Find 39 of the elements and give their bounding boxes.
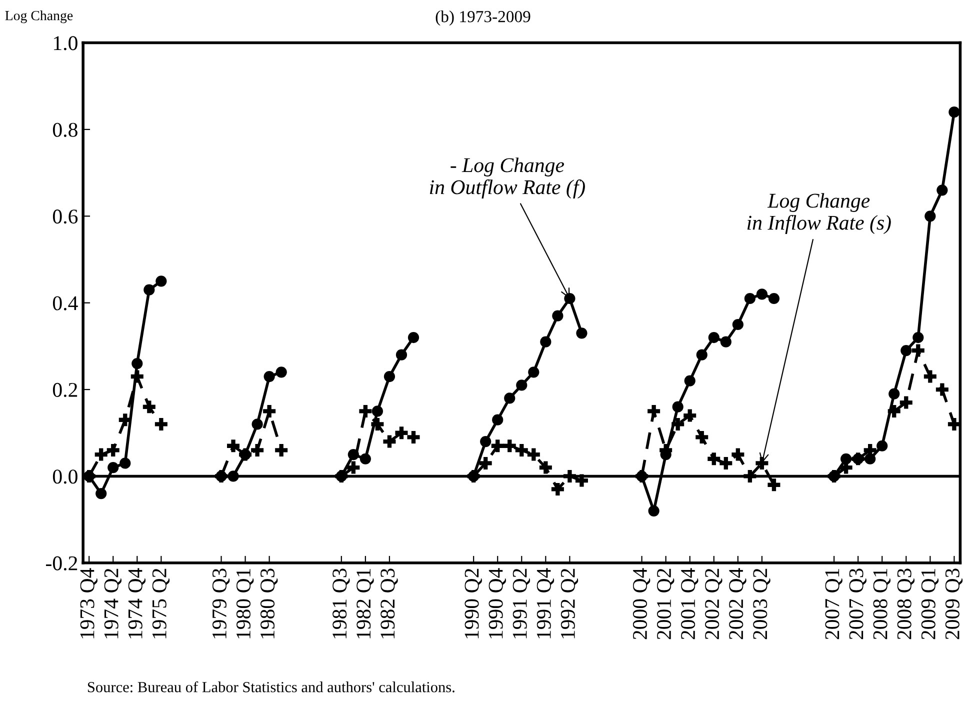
chart-title: (b) 1973-2009 — [436, 10, 530, 26]
y-tick-label: 0.6 — [52, 210, 78, 224]
y-tick-label: 0.0 — [52, 470, 78, 484]
x-tick-label: 1982 Q3 — [380, 568, 398, 638]
x-tick-label: 1981 Q3 — [332, 568, 350, 638]
x-tick-label: 1974 Q4 — [128, 568, 146, 638]
x-tick-label: 1990 Q4 — [488, 568, 506, 638]
x-tick-label: 1992 Q2 — [560, 568, 578, 638]
annotation: - Log Change in Outflow Rate (f) — [430, 158, 585, 198]
x-tick-label: 1980 Q1 — [236, 569, 254, 638]
y-tick-label: 0.2 — [52, 382, 78, 398]
x-tick-label: 1990 Q2 — [464, 568, 482, 638]
y-tick-label: -0.2 — [46, 556, 78, 570]
x-tick-label: 1980 Q3 — [260, 568, 278, 638]
x-tick-label: 2009 Q1 — [921, 569, 939, 640]
x-tick-label: 1991 Q4 — [536, 568, 554, 638]
x-tick-label: 1982 Q1 — [356, 569, 374, 638]
x-tick-label: 2000 Q4 — [632, 568, 650, 640]
x-tick-label: 1973 Q4 — [80, 568, 98, 638]
x-tick-label: 2007 Q1 — [825, 569, 842, 640]
x-tick-label: 2007 Q3 — [849, 568, 866, 640]
y-tick-label: 0.4 — [52, 296, 78, 310]
source-note: Source: Bureau of Labor Statistics and authors' calculations. — [88, 681, 454, 692]
x-tick-label: 2002 Q4 — [729, 568, 746, 640]
x-tick-label: 2001 Q4 — [681, 568, 698, 640]
annotation: Log Change in Inflow Rate (s) — [747, 193, 891, 234]
x-tick-label: 1991 Q2 — [512, 568, 530, 638]
x-tick-label: 2003 Q2 — [753, 568, 770, 640]
x-tick-label: 2002 Q2 — [705, 568, 722, 640]
x-tick-label: 2008 Q1 — [873, 569, 890, 640]
x-tick-label: 2009 Q3 — [945, 568, 963, 640]
y-axis-title: Log Change — [5, 10, 73, 24]
y-tick-label: 0.8 — [52, 122, 78, 137]
x-tick-label: 1975 Q2 — [152, 568, 170, 638]
x-tick-label: 2001 Q2 — [656, 568, 674, 640]
x-tick-label: 1974 Q2 — [104, 568, 122, 638]
y-tick-label: 1.0 — [54, 36, 78, 50]
x-tick-label: 1979 Q3 — [212, 568, 230, 638]
x-tick-label: 2008 Q3 — [897, 568, 915, 640]
